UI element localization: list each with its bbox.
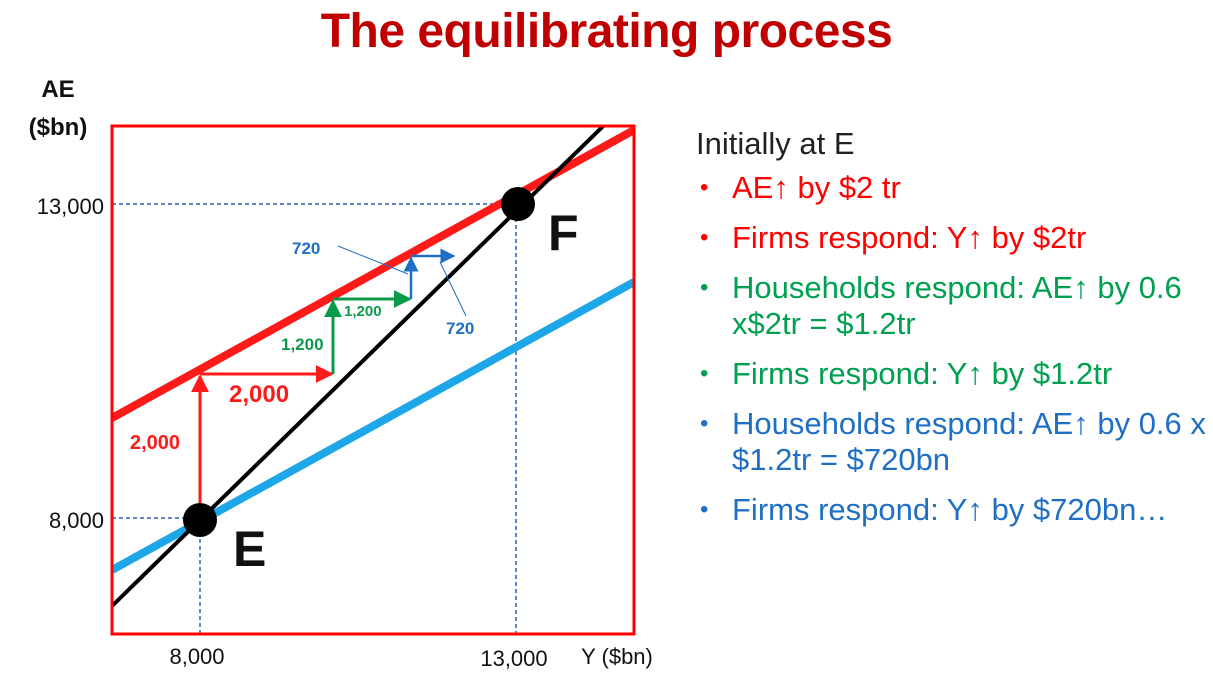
page-title: The equilibrating process [320, 5, 893, 58]
callout-leader-blue-up [337, 245, 409, 275]
bullet-item: • AE↑ by $2 tr [696, 170, 1206, 206]
ae-new-line [112, 126, 634, 422]
x-tick-13000: 13,000 [480, 646, 547, 671]
x-tick-8000: 8,000 [169, 644, 224, 669]
bullet-item: • Firms respond: Y↑ by $720bn… [696, 492, 1206, 528]
y-tick-8000: 8,000 [49, 508, 104, 533]
bullet-dot-icon: • [700, 274, 709, 301]
bullet-dot-icon: • [700, 360, 709, 387]
point-f-label: F [548, 205, 579, 261]
bullet-dot-icon: • [700, 496, 709, 523]
bullet-text: Households respond: AE↑ by 0.6 x$2tr = $… [732, 270, 1182, 341]
y-axis-label-line1: AE [41, 76, 74, 103]
bullet-item: • Firms respond: Y↑ by $1.2tr [696, 356, 1206, 392]
bullet-dot-icon: • [700, 224, 709, 251]
bullet-text: Firms respond: Y↑ by $2tr [732, 220, 1087, 255]
bullet-list: • AE↑ by $2 tr • Firms respond: Y↑ by $2tr •… [696, 170, 1206, 528]
explanation-panel: Initially at E • AE↑ by $2 tr • Firms respo… [696, 126, 1206, 542]
bullet-item: • Households respond: AE↑ by 0.6 x $1.2tr… [696, 406, 1206, 478]
point-e-label: E [233, 521, 266, 577]
label-blue-up: 720 [292, 239, 320, 258]
label-red-right: 2,000 [229, 381, 289, 408]
plot-frame [110, 124, 636, 636]
bullet-text: Firms respond: Y↑ by $720bn… [732, 492, 1168, 527]
x-axis-label: Y ($bn) [581, 644, 653, 669]
bullet-text: Firms respond: Y↑ by $1.2tr [732, 356, 1113, 391]
label-red-up: 2,000 [130, 432, 180, 454]
callout-leader-blue-right [439, 261, 467, 317]
point-e-marker [183, 503, 217, 537]
bullet-dot-icon: • [700, 410, 709, 437]
label-green-up: 1,200 [281, 335, 324, 354]
intro-text: Initially at E [696, 126, 855, 161]
label-blue-right: 720 [446, 319, 474, 338]
bullet-text: Households respond: AE↑ by 0.6 x $1.2tr … [732, 406, 1206, 477]
bullet-item: • Households respond: AE↑ by 0.6 x$2tr = … [696, 270, 1206, 342]
y-tick-13000: 13,000 [37, 194, 104, 219]
bullet-text: AE↑ by $2 tr [732, 170, 901, 205]
y-axis-label-line2: ($bn) [29, 114, 88, 141]
bullet-dot-icon: • [700, 174, 709, 201]
label-green-right: 1,200 [344, 303, 382, 320]
point-f-marker [501, 187, 535, 221]
bullet-item: • Firms respond: Y↑ by $2tr [696, 220, 1206, 256]
